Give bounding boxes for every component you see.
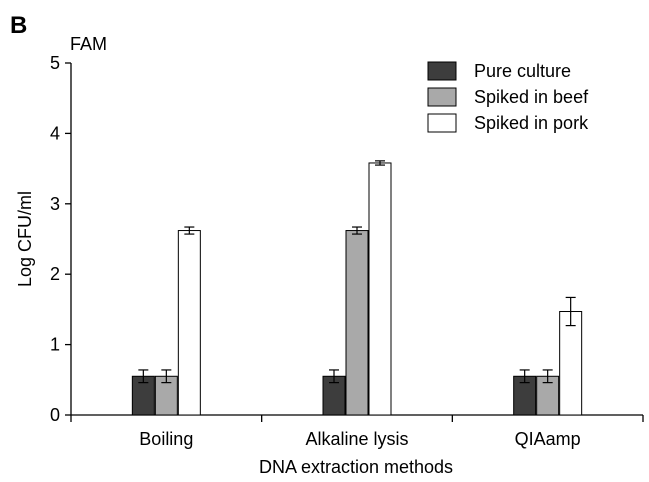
legend-swatch (427, 113, 457, 133)
chart-subtitle: FAM (70, 34, 107, 54)
legend-swatch (427, 61, 457, 81)
legend-label: Spiked in beef (474, 87, 589, 107)
y-axis-label: Log CFU/ml (15, 191, 35, 287)
x-tick-label: QIAamp (515, 429, 581, 449)
y-tick-label: 2 (50, 264, 60, 284)
legend-label: Pure culture (474, 61, 571, 81)
y-tick-label: 3 (50, 194, 60, 214)
bars (131, 160, 583, 416)
legend-swatch (427, 87, 457, 107)
x-ticks: Boiling Alkaline lysis QIAamp (70, 415, 644, 449)
y-tick-label: 0 (50, 405, 60, 425)
y-tick-label: 4 (50, 123, 60, 143)
bar (559, 311, 583, 416)
legend: Pure culture Spiked in beef Spiked in pork (427, 61, 589, 133)
x-axis-label: DNA extraction methods (259, 457, 453, 477)
bar (177, 230, 201, 416)
bar (368, 162, 392, 416)
x-tick-label: Boiling (139, 429, 193, 449)
x-tick-label: Alkaline lysis (305, 429, 408, 449)
panel-label: B (10, 12, 27, 39)
y-tick-label: 1 (50, 335, 60, 355)
legend-label: Spiked in pork (474, 113, 589, 133)
bar (345, 230, 369, 416)
y-tick-label: 5 (50, 53, 60, 73)
y-ticks: 0 1 2 3 4 5 (50, 53, 71, 425)
